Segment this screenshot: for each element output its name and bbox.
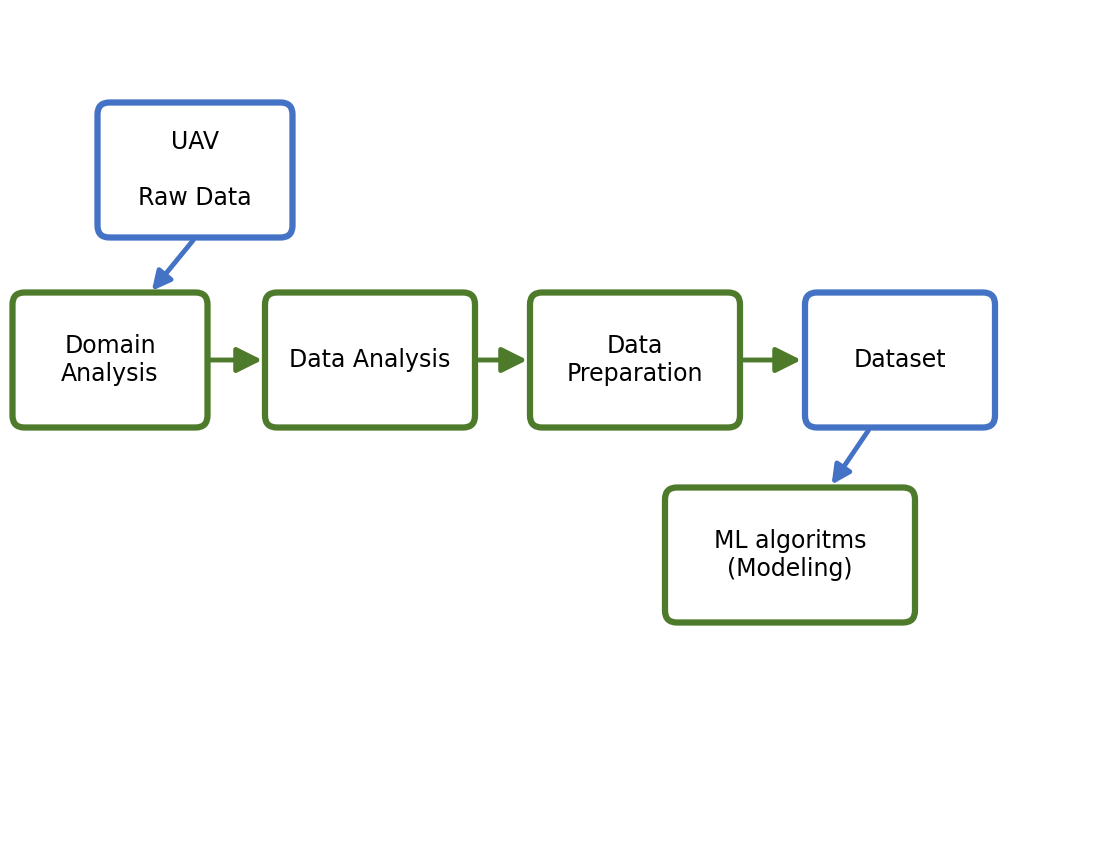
- FancyBboxPatch shape: [666, 488, 915, 622]
- Text: Dataset: Dataset: [854, 348, 946, 372]
- Text: Domain
Analysis: Domain Analysis: [62, 334, 158, 386]
- FancyBboxPatch shape: [530, 292, 740, 428]
- FancyBboxPatch shape: [98, 103, 293, 237]
- FancyBboxPatch shape: [805, 292, 996, 428]
- FancyBboxPatch shape: [265, 292, 475, 428]
- Text: UAV

Raw Data: UAV Raw Data: [139, 130, 252, 210]
- FancyBboxPatch shape: [12, 292, 208, 428]
- Text: Data
Preparation: Data Preparation: [566, 334, 703, 386]
- Text: Data Analysis: Data Analysis: [289, 348, 451, 372]
- Text: ML algoritms
(Modeling): ML algoritms (Modeling): [714, 529, 867, 581]
